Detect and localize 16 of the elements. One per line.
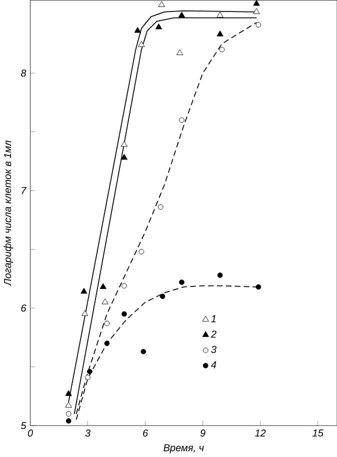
legend-label: 2	[210, 330, 216, 338]
legend-label: 4	[210, 361, 216, 368]
x-tick-label: 3	[85, 430, 90, 437]
legend-label: 1	[211, 315, 216, 322]
x-tick-label: 15	[312, 430, 324, 437]
x-tick-label: 6	[142, 430, 148, 437]
x-axis-title: Время, ч	[163, 444, 204, 454]
y-tick-label: 5	[20, 422, 26, 430]
x-tick-label: 0	[28, 430, 33, 437]
y-axis-title: Логарифм числа клеток в 1мл	[4, 140, 13, 286]
y-tick-label: 7	[22, 187, 27, 194]
y-tick-label: 8	[20, 70, 26, 77]
legend-label: 3	[211, 346, 216, 354]
x-tick-label: 12	[254, 430, 266, 437]
x-tick-label: 9	[200, 430, 206, 437]
y-tick-label: 6	[21, 304, 26, 312]
